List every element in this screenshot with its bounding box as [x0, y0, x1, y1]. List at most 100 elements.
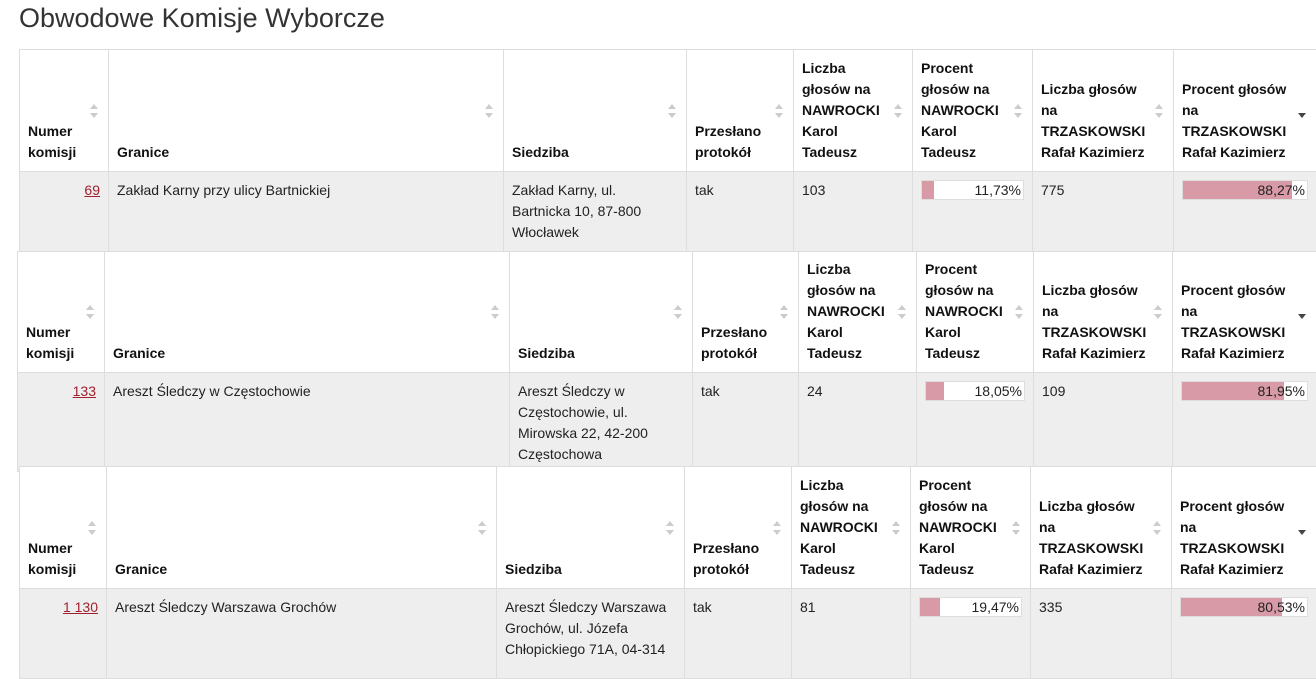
- column-header[interactable]: Granice: [109, 50, 504, 172]
- column-header[interactable]: Granice: [105, 252, 510, 373]
- column-header[interactable]: Procent głosów na NAWROCKI Karol Tadeusz: [913, 50, 1033, 172]
- cell-text: 335: [1039, 599, 1062, 615]
- cell: 81: [792, 589, 911, 679]
- header-text: Numer komisji: [28, 123, 76, 160]
- header-text: Procent głosów na NAWROCKI Karol Tadeusz: [925, 261, 1003, 361]
- header-text: Numer komisji: [26, 324, 74, 361]
- cell: 775: [1033, 172, 1174, 252]
- header-text: Granice: [117, 144, 169, 160]
- header-row: Numer komisji Granice Siedziba Przesłano pr…: [18, 252, 1316, 373]
- column-header[interactable]: Granice: [107, 467, 497, 589]
- column-header[interactable]: Liczba głosów na NAWROCKI Karol Tadeusz: [799, 252, 917, 373]
- cell-text: Areszt Śledczy w Częstochowie: [113, 383, 311, 399]
- cell: tak: [685, 589, 792, 679]
- percent-bar: 18,05%: [925, 381, 1025, 401]
- page: Obwodowe Komisje Wyborcze html, body { m…: [0, 0, 1316, 665]
- cell-text: Areszt Śledczy Warszawa Grochów: [115, 599, 336, 615]
- header-text: Przesłano protokół: [701, 324, 767, 361]
- header-text: Przesłano protokół: [693, 540, 759, 577]
- cell: 24: [799, 373, 917, 472]
- cell: 18,05%: [917, 373, 1034, 472]
- column-header[interactable]: Liczba głosów na TRZASKOWSKI Rafał Kazim…: [1031, 467, 1172, 589]
- header-text: Liczba głosów na TRZASKOWSKI Rafał Kazim…: [1042, 282, 1146, 361]
- cell-text: tak: [693, 599, 712, 615]
- header-text: Numer komisji: [28, 540, 76, 577]
- header-text: Liczba głosów na TRZASKOWSKI Rafał Kazim…: [1041, 81, 1145, 160]
- column-header[interactable]: Siedziba: [510, 252, 693, 373]
- bar-fill: [920, 598, 940, 616]
- header-text: Procent głosów na TRZASKOWSKI Rafał Kazi…: [1180, 498, 1284, 577]
- column-header[interactable]: Przesłano protokół: [693, 252, 799, 373]
- sort-icon: [898, 305, 906, 319]
- sort-icon: [88, 521, 96, 535]
- sort-icon: [1015, 305, 1023, 319]
- column-header[interactable]: Przesłano protokół: [687, 50, 794, 172]
- table-body: 133 Areszt Śledczy w Częstochowie Areszt Ś…: [18, 373, 1316, 472]
- column-header[interactable]: Numer komisji: [18, 252, 105, 373]
- commission-link[interactable]: 1 130: [63, 599, 98, 615]
- column-header[interactable]: Przesłano protokół: [685, 467, 792, 589]
- sort-icon: [1155, 104, 1163, 118]
- results-table: Numer komisji Granice Siedziba Przesłano pr…: [17, 251, 1316, 472]
- cell: tak: [693, 373, 799, 472]
- column-header[interactable]: Siedziba: [497, 467, 685, 589]
- cell: 80,53%: [1172, 589, 1316, 679]
- column-header[interactable]: Numer komisji: [20, 50, 109, 172]
- cell-text: 81: [800, 599, 816, 615]
- column-header[interactable]: Procent głosów na TRZASKOWSKI Rafał Kazi…: [1174, 50, 1316, 172]
- commission-link[interactable]: 69: [84, 182, 100, 198]
- cell-text: 24: [807, 383, 823, 399]
- column-header[interactable]: Liczba głosów na TRZASKOWSKI Rafał Kazim…: [1034, 252, 1173, 373]
- cell: Zakład Karny, ul. Bartnicka 10, 87-800 W…: [504, 172, 687, 252]
- percent-bar: 81,95%: [1181, 381, 1308, 401]
- percent-bar: 88,27%: [1182, 180, 1308, 200]
- column-header[interactable]: Liczba głosów na NAWROCKI Karol Tadeusz: [792, 467, 911, 589]
- cell: 88,27%: [1174, 172, 1316, 252]
- header-text: Procent głosów na NAWROCKI Karol Tadeusz: [921, 60, 999, 160]
- page-title: Obwodowe Komisje Wyborcze: [19, 0, 385, 36]
- cell: 11,73%: [913, 172, 1033, 252]
- header-text: Przesłano protokół: [695, 123, 761, 160]
- column-header[interactable]: Numer komisji: [20, 467, 107, 589]
- cell-text: Areszt Śledczy w Częstochowie, ul. Mirow…: [518, 383, 648, 462]
- header-text: Procent głosów na TRZASKOWSKI Rafał Kazi…: [1181, 282, 1285, 361]
- cell: 109: [1034, 373, 1173, 472]
- sort-icon: [90, 104, 98, 118]
- sort-icon: [1153, 521, 1161, 535]
- cell-text: 103: [802, 182, 825, 198]
- column-header[interactable]: Liczba głosów na NAWROCKI Karol Tadeusz: [794, 50, 913, 172]
- header-text: Siedziba: [518, 345, 575, 361]
- cell: 19,47%: [911, 589, 1031, 679]
- cell: Zakład Karny przy ulicy Bartnickiej: [109, 172, 504, 252]
- sort-icon: [668, 104, 676, 118]
- sort-icon: [666, 521, 674, 535]
- cell: 81,95%: [1173, 373, 1316, 472]
- cell: 1 130: [20, 589, 107, 679]
- sort-icon: [1298, 521, 1306, 535]
- column-header[interactable]: Procent głosów na NAWROCKI Karol Tadeusz: [911, 467, 1031, 589]
- percent-bar: 80,53%: [1180, 597, 1308, 617]
- column-header[interactable]: Liczba głosów na TRZASKOWSKI Rafał Kazim…: [1033, 50, 1174, 172]
- column-header[interactable]: Procent głosów na NAWROCKI Karol Tadeusz: [917, 252, 1034, 373]
- percent-label: 80,53%: [1258, 597, 1305, 617]
- cell: 69: [20, 172, 109, 252]
- bar-fill: [926, 382, 944, 400]
- column-header[interactable]: Procent głosów na TRZASKOWSKI Rafał Kazi…: [1172, 467, 1316, 589]
- cell-text: tak: [695, 182, 714, 198]
- column-header[interactable]: Procent głosów na TRZASKOWSKI Rafał Kazi…: [1173, 252, 1316, 373]
- sort-icon: [894, 104, 902, 118]
- cell-text: Zakład Karny, ul. Bartnicka 10, 87-800 W…: [512, 182, 641, 240]
- column-header[interactable]: Siedziba: [504, 50, 687, 172]
- percent-label: 88,27%: [1258, 180, 1305, 200]
- percent-label: 11,73%: [975, 180, 1021, 200]
- commission-link[interactable]: 133: [73, 383, 96, 399]
- cell: Areszt Śledczy w Częstochowie: [105, 373, 510, 472]
